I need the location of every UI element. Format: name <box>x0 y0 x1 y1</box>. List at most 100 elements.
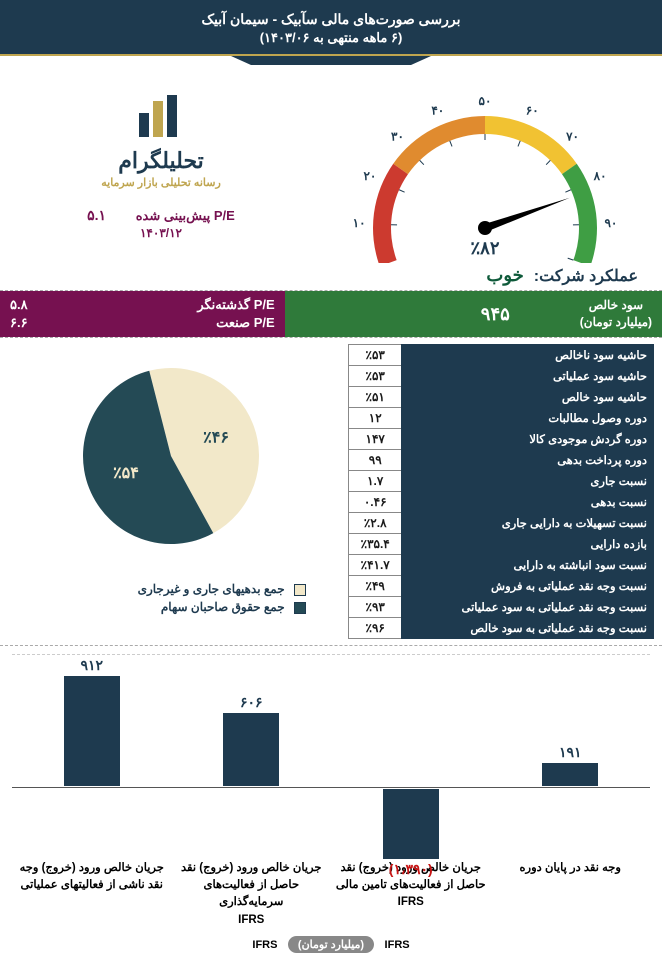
logo-tagline: رسانه تحلیلی بازار سرمایه <box>12 176 310 189</box>
performance-value: خوب <box>486 265 523 286</box>
top-row: ۱۰۲۰۳۰۴۰۵۰۶۰۷۰۸۰۹۰۱۰۰٪۸۲ عملکرد شرکت: خو… <box>0 63 662 290</box>
pe-ttm-value: ۵.۸ <box>10 297 28 313</box>
cashflow-section: ۱۹۱(۱،۳۹۰)۶۰۶۹۱۲ وجه نقد در پایان دورهجر… <box>0 646 662 977</box>
metric-value: ٪۲.۸ <box>349 512 402 533</box>
bar-value: ۶۰۶ <box>172 694 332 711</box>
svg-text:٪۸۲: ٪۸۲ <box>470 238 499 258</box>
title: بررسی صورت‌های مالی سآبیک - سیمان آبیک <box>12 8 650 30</box>
bar-label: جریان خالص ورود (خروج) نقد حاصل از فعالی… <box>172 860 332 929</box>
legend-item: جمع حقوق صاحبان سهام <box>8 600 306 614</box>
metric-label: حاشیه سود عملیاتی <box>402 365 654 386</box>
metric-value: ۹۹ <box>349 449 402 470</box>
metrics-table: حاشیه سود ناخالص٪۵۳حاشیه سود عملیاتی٪۵۳ح… <box>342 338 662 645</box>
bar-col: ۹۱۲ <box>12 657 172 854</box>
svg-text:٪۴۶: ٪۴۶ <box>203 429 229 446</box>
metric-label: نسبت سود انباشته به دارایی <box>402 554 654 575</box>
metric-value: ٪۵۳ <box>349 344 402 365</box>
svg-text:۲۰: ۲۰ <box>363 169 376 183</box>
metric-value: ۱۲ <box>349 407 402 428</box>
table-row: نسبت وجه نقد عملیاتی به فروش٪۴۹ <box>349 575 654 596</box>
bar-label: وجه نقد در پایان دوره <box>491 860 651 929</box>
mid-section: حاشیه سود ناخالص٪۵۳حاشیه سود عملیاتی٪۵۳ح… <box>0 338 662 646</box>
ifrs-label: IFRS <box>385 939 410 951</box>
bar-rect <box>64 676 120 786</box>
logo-box: تحلیلگرام رسانه تحلیلی بازار سرمایه P/E … <box>12 73 310 286</box>
pie-legend: جمع بدهیهای جاری و غیرجاری جمع حقوق صاحب… <box>8 566 334 614</box>
table-row: دوره گردش موجودی کالا۱۴۷ <box>349 428 654 449</box>
metric-label: نسبت جاری <box>402 470 654 491</box>
metric-value: ٪۹۳ <box>349 596 402 617</box>
net-profit-label: سود خالص <box>589 298 643 312</box>
metric-label: نسبت تسهیلات به دارایی جاری <box>402 512 654 533</box>
table-row: حاشیه سود خالص٪۵۱ <box>349 386 654 407</box>
bar-value: (۱،۳۹۰) <box>331 861 491 878</box>
metric-label: بازده دارایی <box>402 533 654 554</box>
table-row: دوره پرداخت بدهی۹۹ <box>349 449 654 470</box>
svg-text:۳۰: ۳۰ <box>391 130 404 144</box>
svg-text:۱۰: ۱۰ <box>353 216 366 230</box>
table-row: بازده دارایی٪۳۵.۴ <box>349 533 654 554</box>
bar-col: ۱۹۱ <box>491 657 651 854</box>
table-row: حاشیه سود ناخالص٪۵۳ <box>349 344 654 365</box>
table-row: نسبت بدهی۰.۴۶ <box>349 491 654 512</box>
metric-label: نسبت بدهی <box>402 491 654 512</box>
bar-col: (۱،۳۹۰) <box>331 657 491 854</box>
svg-text:۵۰: ۵۰ <box>479 95 492 109</box>
metric-bands: سود خالص (میلیارد تومان) ۹۴۵ P/E گذشته‌ن… <box>0 290 662 338</box>
logo-text: تحلیلگرام <box>12 148 310 174</box>
performance-label: عملکرد شرکت: <box>534 266 638 286</box>
metric-value: ۰.۴۶ <box>349 491 402 512</box>
pe-industry-value: ۶.۶ <box>10 315 28 331</box>
metric-value: ۱.۷ <box>349 470 402 491</box>
pe-forward: P/E پیش‌بینی شده ۵.۱ <box>12 207 310 224</box>
pe-ttm-label: P/E گذشته‌نگر <box>197 297 274 313</box>
metric-value: ٪۴۹ <box>349 575 402 596</box>
svg-text:٪۵۴: ٪۵۴ <box>113 465 139 482</box>
metric-label: حاشیه سود خالص <box>402 386 654 407</box>
metric-label: نسبت وجه نقد عملیاتی به سود عملیاتی <box>402 596 654 617</box>
metric-value: ٪۳۵.۴ <box>349 533 402 554</box>
metric-label: نسبت وجه نقد عملیاتی به فروش <box>402 575 654 596</box>
bar-value: ۱۹۱ <box>491 744 651 761</box>
metric-value: ٪۹۶ <box>349 617 402 638</box>
metric-label: دوره پرداخت بدهی <box>402 449 654 470</box>
metric-value: ٪۴۱.۷ <box>349 554 402 575</box>
table-row: نسبت وجه نقد عملیاتی به سود عملیاتی٪۹۳ <box>349 596 654 617</box>
subtitle: (۶ ماهه منتهی به ۱۴۰۳/۰۶) <box>12 30 650 46</box>
gauge-box: ۱۰۲۰۳۰۴۰۵۰۶۰۷۰۸۰۹۰۱۰۰٪۸۲ عملکرد شرکت: خو… <box>320 73 650 286</box>
legend-swatch <box>294 584 306 596</box>
svg-text:۶۰: ۶۰ <box>526 104 539 118</box>
bar-value: ۹۱۲ <box>12 657 172 674</box>
net-profit-band: سود خالص (میلیارد تومان) ۹۴۵ <box>285 291 662 337</box>
bar-rect <box>223 713 279 786</box>
ifrs-label: IFRS <box>252 939 277 951</box>
legend-swatch <box>294 602 306 614</box>
svg-text:۸۰: ۸۰ <box>593 169 607 183</box>
metric-value: ۱۴۷ <box>349 428 402 449</box>
financial-ratios-table: حاشیه سود ناخالص٪۵۳حاشیه سود عملیاتی٪۵۳ح… <box>348 344 654 639</box>
pe-forward-label: P/E پیش‌بینی شده <box>136 208 235 223</box>
report-header: بررسی صورت‌های مالی سآبیک - سیمان آبیک (… <box>0 0 662 56</box>
bar-col: ۶۰۶ <box>172 657 332 854</box>
svg-text:۴۰: ۴۰ <box>431 104 444 118</box>
cashflow-bar-chart: ۱۹۱(۱،۳۹۰)۶۰۶ ۹۱۲ <box>12 654 650 854</box>
table-row: نسبت جاری۱.۷ <box>349 470 654 491</box>
metric-label: دوره گردش موجودی کالا <box>402 428 654 449</box>
pe-forward-value: ۵.۱ <box>87 207 106 224</box>
table-row: نسبت تسهیلات به دارایی جاری٪۲.۸ <box>349 512 654 533</box>
table-row: حاشیه سود عملیاتی٪۵۳ <box>349 365 654 386</box>
metric-label: دوره وصول مطالبات <box>402 407 654 428</box>
table-row: نسبت سود انباشته به دارایی٪۴۱.۷ <box>349 554 654 575</box>
metric-value: ٪۵۱ <box>349 386 402 407</box>
bar-rect <box>383 789 439 859</box>
pe-band: P/E گذشته‌نگر ۵.۸ P/E صنعت ۶.۶ <box>0 291 285 337</box>
legend-label: جمع بدهیهای جاری و غیرجاری <box>138 582 285 596</box>
metric-value: ٪۵۳ <box>349 365 402 386</box>
logo-icon <box>135 95 187 146</box>
legend-item: جمع بدهیهای جاری و غیرجاری <box>8 582 306 596</box>
pe-forward-date: ۱۴۰۳/۱۲ <box>12 226 310 240</box>
svg-text:۹۰: ۹۰ <box>604 216 617 230</box>
bar-label: جریان خالص ورود (خروج) وجه نقد ناشی از ف… <box>12 860 172 929</box>
net-profit-value: ۹۴۵ <box>481 304 510 325</box>
pe-industry-label: P/E صنعت <box>216 315 275 331</box>
